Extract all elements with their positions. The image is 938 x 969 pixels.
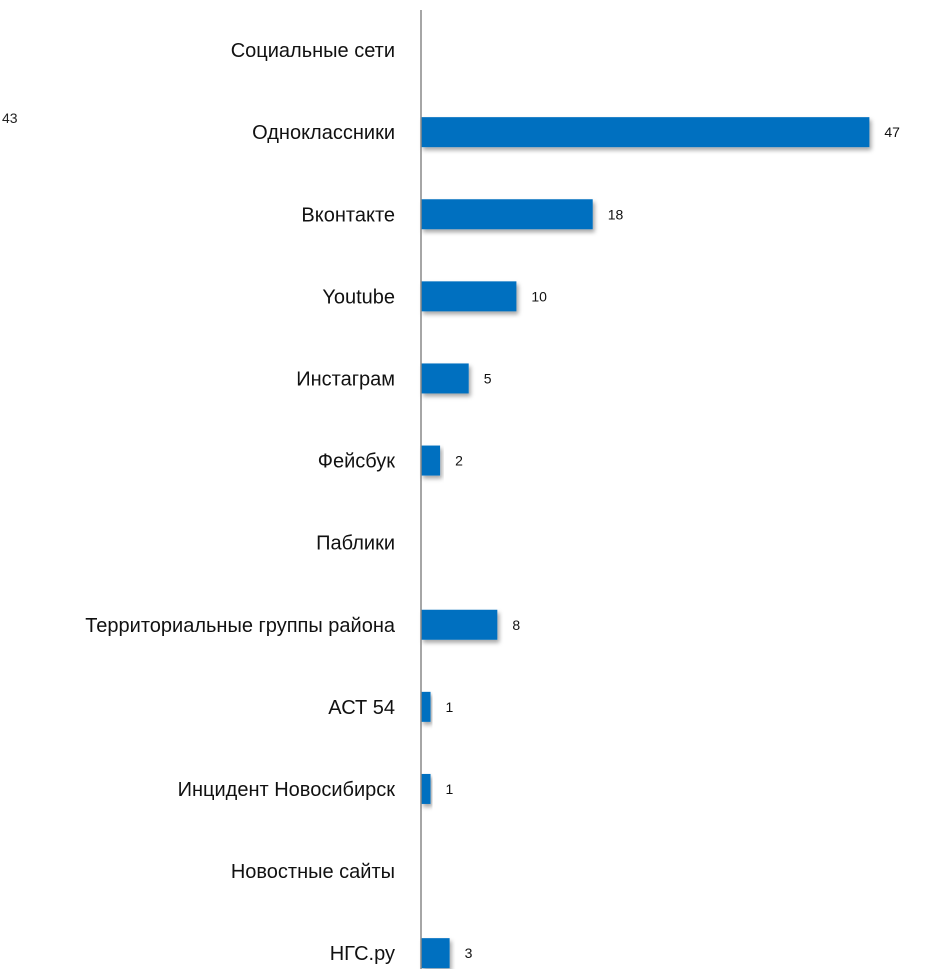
- category-label: Паблики: [316, 533, 395, 555]
- value-label: 47: [884, 124, 900, 140]
- bar: [421, 609, 498, 640]
- bar: [421, 363, 469, 394]
- category-label: Территориальные группы района: [85, 615, 396, 637]
- category-label: Вконтакте: [301, 204, 395, 226]
- category-label: Youtube: [322, 286, 395, 308]
- bar: [421, 445, 441, 476]
- category-label: Новостные сайты: [231, 861, 395, 883]
- labels-layer: Социальные сети Одноклассники 47 Вконтакте 1…: [85, 40, 900, 965]
- stray-value-label: 43: [2, 110, 18, 126]
- value-label: 3: [465, 945, 473, 961]
- category-label: Инстаграм: [296, 368, 395, 390]
- bars-layer: [421, 117, 870, 969]
- category-label: НГС.ру: [330, 943, 395, 965]
- category-label: Одноклассники: [252, 122, 395, 144]
- value-label: 2: [455, 453, 463, 469]
- bar: [421, 773, 431, 804]
- value-label: 1: [446, 699, 454, 715]
- category-label: Социальные сети: [231, 40, 395, 62]
- bar: [421, 691, 431, 722]
- value-label: 18: [608, 206, 624, 222]
- bar: [421, 281, 517, 312]
- value-label: 8: [512, 617, 520, 633]
- category-label: Фейсбук: [318, 451, 396, 473]
- category-label: АСТ 54: [328, 697, 395, 719]
- bar: [421, 199, 593, 230]
- value-label: 1: [446, 781, 454, 797]
- category-label: Инцидент Новосибирск: [178, 779, 396, 801]
- bar: [421, 938, 450, 969]
- value-label: 10: [531, 288, 547, 304]
- bar: [421, 117, 870, 148]
- value-label: 5: [484, 370, 492, 386]
